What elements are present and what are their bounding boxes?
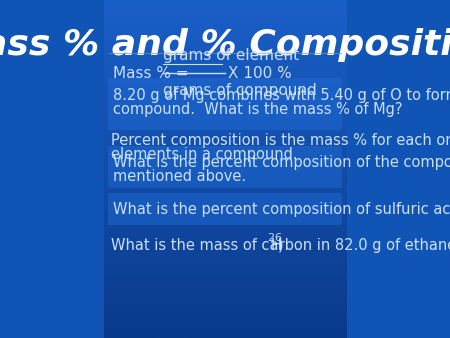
FancyBboxPatch shape (108, 78, 342, 130)
FancyBboxPatch shape (108, 193, 342, 225)
Text: 8.20 g of Mg combines with 5.40 g of O to form a: 8.20 g of Mg combines with 5.40 g of O t… (113, 88, 450, 103)
Text: H: H (271, 238, 282, 253)
Text: compound.  What is the mass % of Mg?: compound. What is the mass % of Mg? (113, 102, 403, 117)
Text: What is the percent composition of the compound: What is the percent composition of the c… (113, 155, 450, 170)
Text: What is the percent composition of sulfuric acid?: What is the percent composition of sulfu… (113, 202, 450, 217)
Text: grams of compound: grams of compound (163, 83, 317, 98)
Text: Percent composition is the mass % for each one of the: Percent composition is the mass % for ea… (111, 133, 450, 148)
Text: elements in a compound.: elements in a compound. (111, 147, 298, 162)
Text: grams of element: grams of element (163, 48, 299, 63)
Text: Mass % =: Mass % = (113, 66, 189, 80)
Text: X 100 %: X 100 % (228, 66, 292, 80)
Text: 2: 2 (267, 233, 274, 243)
Text: Mass % and % Composition: Mass % and % Composition (0, 28, 450, 62)
Text: ): ) (278, 238, 284, 253)
FancyBboxPatch shape (108, 146, 342, 188)
Text: 6: 6 (274, 233, 282, 243)
Text: mentioned above.: mentioned above. (113, 169, 247, 184)
Text: What is the mass of carbon in 82.0 g of ethane (C: What is the mass of carbon in 82.0 g of … (111, 238, 450, 253)
